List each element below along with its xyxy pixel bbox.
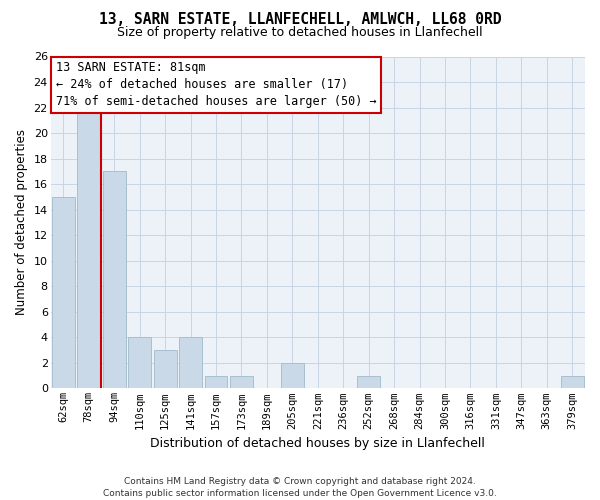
Text: 13 SARN ESTATE: 81sqm
← 24% of detached houses are smaller (17)
71% of semi-deta: 13 SARN ESTATE: 81sqm ← 24% of detached … — [56, 62, 377, 108]
Bar — [179, 338, 202, 388]
Y-axis label: Number of detached properties: Number of detached properties — [15, 130, 28, 316]
Text: 13, SARN ESTATE, LLANFECHELL, AMLWCH, LL68 0RD: 13, SARN ESTATE, LLANFECHELL, AMLWCH, LL… — [99, 12, 501, 28]
Text: Contains HM Land Registry data © Crown copyright and database right 2024.
Contai: Contains HM Land Registry data © Crown c… — [103, 476, 497, 498]
Bar — [52, 197, 75, 388]
Bar — [561, 376, 584, 388]
Bar — [128, 338, 151, 388]
Bar — [154, 350, 176, 389]
Bar — [281, 363, 304, 388]
Bar — [103, 172, 125, 388]
Bar — [230, 376, 253, 388]
X-axis label: Distribution of detached houses by size in Llanfechell: Distribution of detached houses by size … — [151, 437, 485, 450]
Bar — [357, 376, 380, 388]
Bar — [77, 108, 100, 388]
Bar — [205, 376, 227, 388]
Text: Size of property relative to detached houses in Llanfechell: Size of property relative to detached ho… — [117, 26, 483, 39]
